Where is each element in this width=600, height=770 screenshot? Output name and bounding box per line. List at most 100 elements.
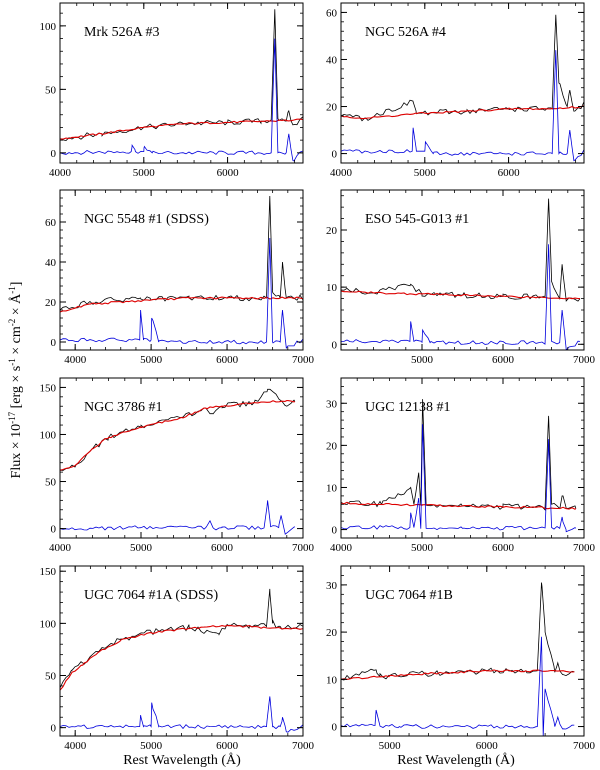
- series-observed-line: [60, 588, 303, 689]
- plot-frame: [59, 377, 304, 539]
- y-tick-label: 0: [51, 524, 57, 536]
- chart-panel-6: 4000 5000 6000 7000 0 10 20 30 UGC 12138 #1: [326, 377, 596, 554]
- chart-panel-4: 5000 6000 7000 0 10 20 ESO 545-G013 #1: [326, 189, 596, 366]
- x-tick-label: 4000: [330, 167, 353, 179]
- y-tick-label: 30: [326, 580, 338, 592]
- x-tick-label: 4000: [64, 354, 87, 366]
- series-model-line: [341, 105, 584, 120]
- x-tick-label: 7000: [292, 740, 315, 752]
- panel-title: NGC 526A #4: [365, 25, 446, 40]
- y-tick-label: 50: [45, 477, 57, 489]
- panel-title: UGC 7064 #1A (SDSS): [84, 588, 219, 603]
- panel-title: UGC 12138 #1: [365, 400, 451, 415]
- x-tick-label: 7000: [292, 354, 315, 366]
- y-tick-label: 0: [51, 148, 57, 160]
- series-residual-line: [341, 636, 575, 736]
- chart-panel-8: 5000 6000 7000 0 10 20 30 UGC 7064 #1B: [326, 565, 596, 752]
- x-tick-label: 5000: [140, 354, 163, 366]
- series-residual-line: [60, 237, 303, 349]
- x-tick-label: 4000: [49, 542, 72, 554]
- series-model-line: [60, 296, 303, 313]
- y-axis-units-a: × Å: [8, 293, 24, 319]
- series-residual-line: [60, 38, 303, 162]
- y-tick-label: 20: [326, 225, 338, 237]
- series-observed-line: [341, 198, 581, 302]
- y-tick-label: 60: [326, 7, 338, 19]
- series-observed-line: [341, 14, 584, 122]
- x-tick-label: 7000: [573, 542, 596, 554]
- y-tick-label: 0: [51, 337, 57, 349]
- chart-panel-1: 4000 5000 6000 0 50 100 Mrk 526A #3: [40, 2, 304, 179]
- x-tick-label: 6000: [492, 354, 515, 366]
- x-tick-label: 6000: [216, 740, 239, 752]
- x-tick-label: 7000: [573, 740, 596, 752]
- y-tick-label: 100: [40, 429, 57, 441]
- panel-title: ESO 545-G013 #1: [365, 212, 469, 227]
- series-residual-line: [341, 424, 577, 533]
- x-tick-label: 7000: [573, 354, 596, 366]
- plot-frame: [340, 2, 585, 164]
- x-tick-label: 5000: [379, 740, 402, 752]
- series-residual-line: [341, 50, 584, 162]
- x-tick-label: 6000: [498, 167, 521, 179]
- chart-panel-2: 4000 5000 6000 0 20 40 60 NGC 526A #4: [326, 2, 585, 179]
- x-tick-label: 6000: [492, 542, 515, 554]
- y-tick-label: 10: [326, 282, 338, 294]
- y-tick-label: 20: [45, 297, 57, 309]
- y-tick-label: 150: [40, 566, 57, 578]
- y-tick-label: 0: [332, 722, 338, 734]
- series-model-line: [341, 669, 575, 680]
- series-model-line: [60, 118, 303, 140]
- y-axis-title-text: Flux × 10: [9, 424, 24, 479]
- plot-frame: [59, 2, 304, 164]
- chart-panel-5: 4000 5000 6000 7000 0 50 100 150 NGC 3786 #1: [40, 377, 315, 554]
- y-tick-label: 0: [332, 525, 338, 537]
- y-tick-label: 100: [40, 21, 57, 33]
- series-observed-line: [341, 399, 577, 511]
- y-axis-units-cm: × cm: [9, 326, 24, 358]
- series-observed-line: [341, 582, 575, 681]
- y-tick-label: 20: [326, 102, 338, 114]
- series-model-line: [60, 624, 303, 691]
- x-tick-label: 6000: [217, 167, 240, 179]
- x-tick-label: 5000: [411, 354, 434, 366]
- x-tick-label: 6000: [476, 740, 499, 752]
- x-tick-label: 4000: [330, 542, 353, 554]
- y-tick-label: 10: [326, 674, 338, 686]
- y-tick-label: 50: [45, 671, 57, 683]
- x-tick-label: 5000: [133, 167, 156, 179]
- x-tick-label: 6000: [211, 542, 234, 554]
- x-tick-label: 5000: [130, 542, 153, 554]
- y-tick-label: 0: [332, 149, 338, 161]
- y-tick-label: 0: [332, 339, 338, 351]
- x-tick-label: 6000: [216, 354, 239, 366]
- panel-title: Mrk 526A #3: [84, 25, 159, 40]
- y-axis-units-cm-exp: -2: [7, 319, 17, 327]
- series-residual-line: [60, 696, 303, 733]
- x-tick-label: 5000: [414, 167, 437, 179]
- y-axis-title: Flux × 10-17 [erg × s-1 × cm-2 × Å-1]: [7, 282, 24, 479]
- series-model-line: [60, 400, 296, 471]
- x-tick-label: 5000: [411, 542, 434, 554]
- y-tick-label: 20: [326, 440, 338, 452]
- y-axis-exponent: -17: [7, 411, 17, 423]
- y-axis-units-s-exp: -1: [7, 358, 17, 366]
- panel-title: UGC 7064 #1B: [365, 588, 453, 603]
- x-axis-title-left: Rest Wavelength (Å): [123, 752, 241, 768]
- series-model-line: [341, 501, 577, 510]
- x-axis-title-right: Rest Wavelength (Å): [397, 752, 515, 768]
- y-axis-units-a-exp: -1: [7, 286, 17, 294]
- chart-panel-7: 4000 5000 6000 7000 0 50 100 150 UGC 7064 #1A (S…: [40, 565, 315, 752]
- y-tick-label: 30: [326, 398, 338, 410]
- y-axis-units-open: [erg × s: [9, 366, 24, 412]
- y-tick-label: 10: [326, 482, 338, 494]
- plot-frame: [340, 377, 585, 539]
- chart-panel-3: 4000 5000 6000 7000 0 20 40 60 NGC 5548 #1 (SDSS…: [45, 189, 315, 366]
- y-tick-label: 0: [51, 723, 57, 735]
- y-axis-units-close: ]: [9, 282, 24, 287]
- series-residual-line: [341, 244, 581, 350]
- x-tick-label: 5000: [140, 740, 163, 752]
- x-tick-label: 4000: [49, 167, 72, 179]
